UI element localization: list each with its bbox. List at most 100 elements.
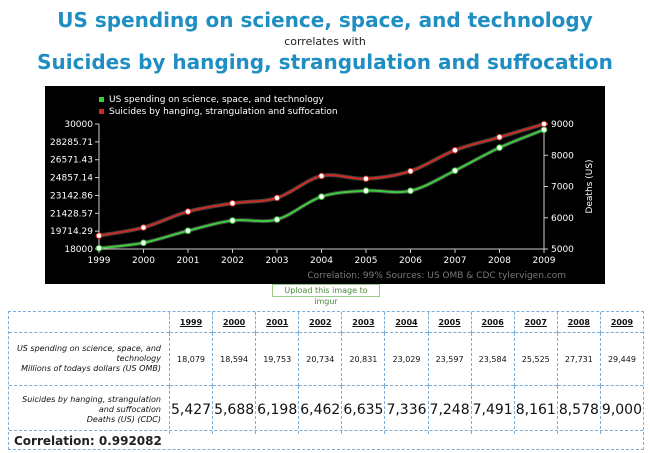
row-unit-text: Millions of todays dollars (US OMB) bbox=[21, 364, 161, 373]
data-point bbox=[496, 133, 503, 141]
x-tick-label: 2008 bbox=[488, 256, 511, 266]
data-point bbox=[496, 144, 503, 151]
table-cell: 6,198 bbox=[255, 385, 299, 434]
year-header: 2007 bbox=[513, 312, 558, 333]
data-point bbox=[229, 200, 236, 207]
data-point bbox=[540, 126, 548, 134]
right-tick-label: 6000 bbox=[551, 214, 574, 224]
table-cell: 29,449 bbox=[599, 332, 643, 386]
table-cell: 25,525 bbox=[513, 332, 558, 386]
data-point bbox=[362, 187, 370, 194]
table-cell: 18,594 bbox=[212, 332, 256, 386]
year-header: 2003 bbox=[341, 312, 385, 333]
table-cell: 23,584 bbox=[470, 332, 515, 386]
left-tick-label: 23142.86 bbox=[50, 191, 93, 201]
legend-swatch bbox=[99, 97, 104, 102]
table-cell: 7,248 bbox=[427, 385, 472, 434]
table-cell: 5,427 bbox=[168, 385, 213, 434]
legend-label: Suicides by hanging, strangulation and s… bbox=[109, 107, 338, 117]
table-row-spending: US spending on science, space, and techn… bbox=[9, 332, 643, 386]
upload-imgur-button[interactable]: Upload this image to imgur bbox=[272, 284, 380, 306]
table-cell: 8,578 bbox=[556, 385, 601, 434]
series-line-1 bbox=[98, 123, 545, 237]
left-tick-label: 30000 bbox=[64, 120, 93, 130]
table-header-row: 1999 2000 2001 2002 2003 2004 2005 2006 … bbox=[9, 312, 643, 333]
left-tick-label: 19714.29 bbox=[50, 227, 93, 237]
table-cell: 6,462 bbox=[298, 385, 342, 434]
correlation-value: Correlation: 0.992082 bbox=[9, 430, 643, 451]
chart-footnote: Correlation: 99% Sources: US OMB & CDC t… bbox=[307, 271, 566, 281]
table-cell: 23,597 bbox=[427, 332, 472, 386]
legend-label: US spending on science, space, and techn… bbox=[109, 95, 325, 105]
data-point bbox=[273, 216, 281, 223]
table-cell: 23,029 bbox=[384, 332, 429, 386]
x-tick-label: 1999 bbox=[88, 256, 111, 266]
table-cell: 20,734 bbox=[298, 332, 342, 386]
year-header: 2004 bbox=[384, 312, 429, 333]
data-table: 1999 2000 2001 2002 2003 2004 2005 2006 … bbox=[9, 312, 643, 434]
data-point bbox=[318, 172, 325, 180]
left-tick-label: 28285.71 bbox=[50, 138, 93, 148]
data-point bbox=[540, 120, 548, 128]
data-point bbox=[95, 232, 103, 239]
data-point bbox=[140, 224, 147, 231]
right-tick-label: 5000 bbox=[551, 245, 574, 255]
left-tick-label: 21428.57 bbox=[50, 209, 93, 219]
x-tick-label: 2005 bbox=[355, 256, 378, 266]
year-header: 2005 bbox=[427, 312, 472, 333]
table-cell: 5,688 bbox=[212, 385, 256, 434]
x-tick-label: 2009 bbox=[533, 256, 556, 266]
right-tick-label: 7000 bbox=[551, 183, 574, 193]
data-point bbox=[273, 194, 281, 202]
x-tick-label: 2004 bbox=[310, 256, 333, 266]
table-cell: 7,336 bbox=[384, 385, 429, 434]
right-tick-label: 9000 bbox=[551, 120, 574, 130]
data-point bbox=[407, 187, 414, 195]
year-header: 2000 bbox=[212, 312, 256, 333]
right-axis-title: Deaths (US) bbox=[585, 159, 595, 213]
table-cell: 27,731 bbox=[556, 332, 601, 386]
x-tick-label: 2002 bbox=[221, 256, 244, 266]
data-point bbox=[407, 167, 414, 175]
legend-swatch bbox=[99, 109, 104, 114]
series-line-0 bbox=[98, 128, 545, 250]
right-tick-label: 8000 bbox=[551, 151, 574, 161]
x-tick-label: 2003 bbox=[266, 256, 289, 266]
year-header: 2001 bbox=[255, 312, 299, 333]
row-label-spending: US spending on science, space, and techn… bbox=[9, 332, 170, 386]
left-tick-label: 24857.14 bbox=[50, 174, 93, 184]
year-header: 2008 bbox=[556, 312, 601, 333]
table-cell: 19,753 bbox=[255, 332, 299, 386]
year-header: 2006 bbox=[470, 312, 515, 333]
left-tick-label: 26571.43 bbox=[50, 156, 93, 166]
table-cell: 9,000 bbox=[599, 385, 643, 434]
data-point bbox=[184, 227, 192, 235]
x-tick-label: 2007 bbox=[444, 256, 467, 266]
table-row-suicides: Suicides by hanging, strangulation and s… bbox=[9, 385, 643, 434]
table-cell: 8,161 bbox=[513, 385, 558, 434]
correlates-with-text: correlates with bbox=[284, 35, 366, 48]
data-point bbox=[184, 208, 192, 215]
table-cell: 20,831 bbox=[341, 332, 385, 386]
row-label-text: US spending on science, space, and techn… bbox=[16, 344, 161, 363]
row-unit-text: Deaths (US) (CDC) bbox=[86, 415, 161, 424]
data-point bbox=[318, 193, 325, 200]
x-tick-label: 2000 bbox=[132, 256, 155, 266]
chart-svg: 30000 28285.71 26571.43 24857.14 23142.86 214… bbox=[50, 95, 595, 281]
table-cell: 18,079 bbox=[168, 332, 213, 386]
year-header: 2002 bbox=[298, 312, 342, 333]
x-tick-label: 2006 bbox=[399, 256, 422, 266]
title-bottom: Suicides by hanging, strangulation and s… bbox=[37, 50, 613, 74]
table-cell: 7,491 bbox=[470, 385, 515, 434]
series-glow bbox=[98, 127, 545, 251]
row-label-text: Suicides by hanging, strangulation and s… bbox=[22, 395, 161, 414]
left-tick-label: 18000 bbox=[64, 245, 93, 255]
data-point bbox=[95, 244, 103, 252]
data-point bbox=[362, 175, 370, 183]
data-point bbox=[140, 239, 147, 247]
row-label-suicides: Suicides by hanging, strangulation and s… bbox=[9, 385, 170, 434]
year-header: 2009 bbox=[599, 312, 643, 333]
title-top: US spending on science, space, and techn… bbox=[57, 8, 593, 32]
data-point bbox=[451, 167, 459, 174]
table-cell: 6,635 bbox=[341, 385, 385, 434]
